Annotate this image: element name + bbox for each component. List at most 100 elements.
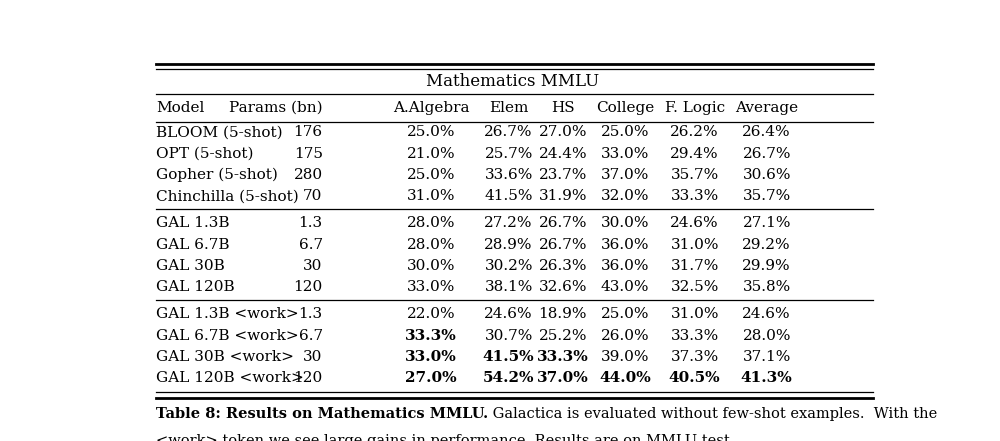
Text: 36.0%: 36.0%: [601, 259, 649, 273]
Text: F. Logic: F. Logic: [665, 101, 725, 115]
Text: 27.1%: 27.1%: [742, 216, 791, 230]
Text: 25.0%: 25.0%: [601, 307, 649, 321]
Text: 28.0%: 28.0%: [407, 216, 455, 230]
Text: 120: 120: [293, 371, 323, 385]
Text: 29.2%: 29.2%: [742, 238, 791, 252]
Text: 38.1%: 38.1%: [484, 280, 533, 295]
Text: 35.7%: 35.7%: [670, 168, 719, 182]
Text: 176: 176: [294, 125, 323, 139]
Text: 31.0%: 31.0%: [407, 189, 455, 203]
Text: 31.0%: 31.0%: [670, 238, 719, 252]
Text: 25.0%: 25.0%: [407, 125, 455, 139]
Text: 26.2%: 26.2%: [670, 125, 719, 139]
Text: GAL 1.3B <work>: GAL 1.3B <work>: [156, 307, 299, 321]
Text: 29.4%: 29.4%: [670, 146, 719, 161]
Text: 29.9%: 29.9%: [742, 259, 791, 273]
Text: 28.0%: 28.0%: [742, 329, 791, 343]
Text: 33.0%: 33.0%: [407, 280, 455, 295]
Text: 30.7%: 30.7%: [484, 329, 533, 343]
Text: 26.0%: 26.0%: [601, 329, 649, 343]
Text: 25.2%: 25.2%: [539, 329, 587, 343]
Text: HS: HS: [551, 101, 575, 115]
Text: 24.6%: 24.6%: [742, 307, 791, 321]
Text: 33.6%: 33.6%: [484, 168, 533, 182]
Text: Galactica is evaluated without few-shot examples.  With the: Galactica is evaluated without few-shot …: [488, 407, 937, 422]
Text: GAL 120B <work>: GAL 120B <work>: [156, 371, 304, 385]
Text: 1.3: 1.3: [298, 307, 323, 321]
Text: Gopher (5-shot): Gopher (5-shot): [156, 168, 278, 182]
Text: GAL 30B <work>: GAL 30B <work>: [156, 350, 294, 364]
Text: Params (bn): Params (bn): [229, 101, 323, 115]
Text: 33.3%: 33.3%: [405, 329, 457, 343]
Text: 1.3: 1.3: [298, 216, 323, 230]
Text: College: College: [596, 101, 654, 115]
Text: 37.1%: 37.1%: [743, 350, 791, 364]
Text: Table 8: Results on Mathematics MMLU.: Table 8: Results on Mathematics MMLU.: [156, 407, 488, 422]
Text: 18.9%: 18.9%: [539, 307, 587, 321]
Text: 44.0%: 44.0%: [599, 371, 651, 385]
Text: 33.0%: 33.0%: [601, 146, 649, 161]
Text: 6.7: 6.7: [298, 238, 323, 252]
Text: 54.2%: 54.2%: [483, 371, 534, 385]
Text: 24.6%: 24.6%: [484, 307, 533, 321]
Text: 120: 120: [293, 280, 323, 295]
Text: 35.7%: 35.7%: [743, 189, 791, 203]
Text: 30.0%: 30.0%: [601, 216, 649, 230]
Text: GAL 120B: GAL 120B: [156, 280, 235, 295]
Text: 6.7: 6.7: [298, 329, 323, 343]
Text: 32.6%: 32.6%: [539, 280, 587, 295]
Text: 21.0%: 21.0%: [407, 146, 455, 161]
Text: Model: Model: [156, 101, 204, 115]
Text: Mathematics MMLU: Mathematics MMLU: [426, 73, 599, 90]
Text: 37.3%: 37.3%: [670, 350, 719, 364]
Text: 280: 280: [294, 168, 323, 182]
Text: 32.0%: 32.0%: [601, 189, 649, 203]
Text: 31.9%: 31.9%: [539, 189, 587, 203]
Text: 26.7%: 26.7%: [539, 216, 587, 230]
Text: 43.0%: 43.0%: [601, 280, 649, 295]
Text: 24.4%: 24.4%: [539, 146, 587, 161]
Text: 33.0%: 33.0%: [405, 350, 457, 364]
Text: 27.0%: 27.0%: [405, 371, 457, 385]
Text: 25.0%: 25.0%: [601, 125, 649, 139]
Text: 39.0%: 39.0%: [601, 350, 649, 364]
Text: 28.9%: 28.9%: [484, 238, 533, 252]
Text: 36.0%: 36.0%: [601, 238, 649, 252]
Text: 41.5%: 41.5%: [484, 189, 533, 203]
Text: <work> token we see large gains in performance. Results are on MMLU test.: <work> token we see large gains in perfo…: [156, 434, 734, 441]
Text: 27.2%: 27.2%: [484, 216, 533, 230]
Text: Average: Average: [735, 101, 798, 115]
Text: 23.7%: 23.7%: [539, 168, 587, 182]
Text: 28.0%: 28.0%: [407, 238, 455, 252]
Text: 31.7%: 31.7%: [670, 259, 719, 273]
Text: 35.8%: 35.8%: [743, 280, 791, 295]
Text: 26.7%: 26.7%: [539, 238, 587, 252]
Text: A.Algebra: A.Algebra: [393, 101, 469, 115]
Text: 40.5%: 40.5%: [669, 371, 720, 385]
Text: 27.0%: 27.0%: [539, 125, 587, 139]
Text: 26.4%: 26.4%: [742, 125, 791, 139]
Text: 37.0%: 37.0%: [601, 168, 649, 182]
Text: 30.0%: 30.0%: [407, 259, 455, 273]
Text: 26.7%: 26.7%: [484, 125, 533, 139]
Text: 31.0%: 31.0%: [670, 307, 719, 321]
Text: 70: 70: [303, 189, 323, 203]
Text: Chinchilla (5-shot): Chinchilla (5-shot): [156, 189, 299, 203]
Text: 41.5%: 41.5%: [483, 350, 534, 364]
Text: 25.0%: 25.0%: [407, 168, 455, 182]
Text: 37.0%: 37.0%: [537, 371, 589, 385]
Text: 26.7%: 26.7%: [742, 146, 791, 161]
Text: 25.7%: 25.7%: [484, 146, 533, 161]
Text: 33.3%: 33.3%: [670, 329, 719, 343]
Text: 175: 175: [294, 146, 323, 161]
Text: 32.5%: 32.5%: [670, 280, 719, 295]
Text: Elem: Elem: [489, 101, 528, 115]
Text: 41.3%: 41.3%: [741, 371, 793, 385]
Text: 22.0%: 22.0%: [407, 307, 455, 321]
Text: 33.3%: 33.3%: [670, 189, 719, 203]
Text: 30.6%: 30.6%: [742, 168, 791, 182]
Text: 24.6%: 24.6%: [670, 216, 719, 230]
Text: 26.3%: 26.3%: [539, 259, 587, 273]
Text: 33.3%: 33.3%: [537, 350, 589, 364]
Text: GAL 30B: GAL 30B: [156, 259, 225, 273]
